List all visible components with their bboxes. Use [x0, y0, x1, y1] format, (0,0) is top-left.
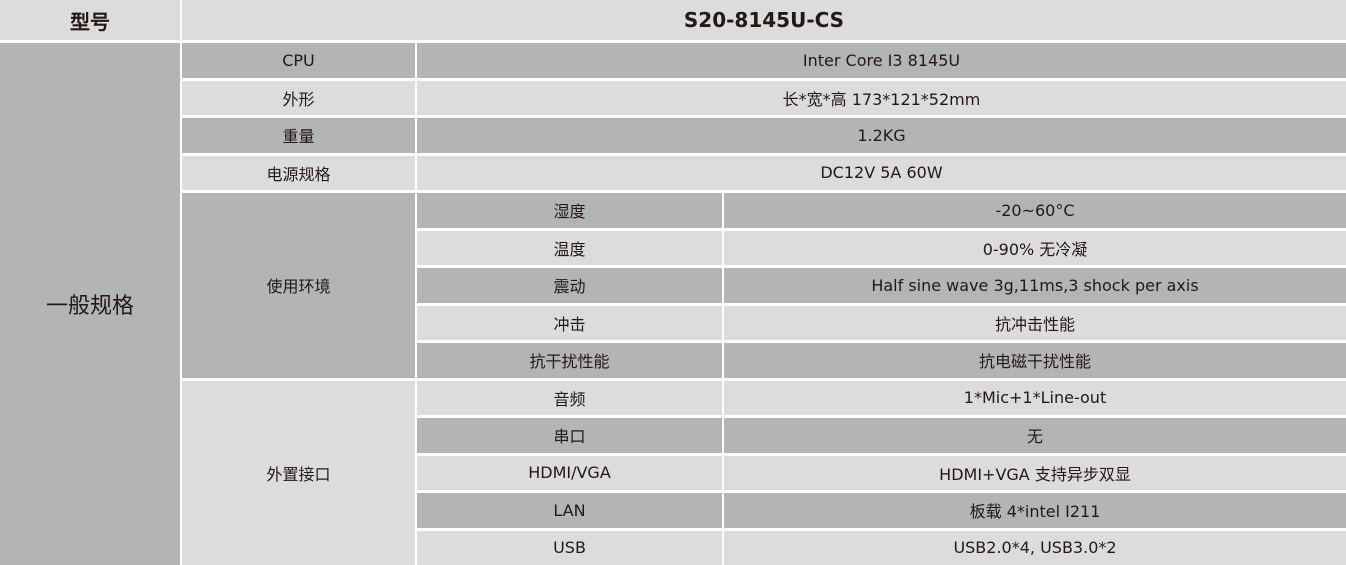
row-value-weight: 1.2KG	[417, 118, 1346, 153]
io-label: HDMI/VGA	[417, 455, 722, 490]
env-value: 抗电磁干扰性能	[724, 343, 1346, 378]
env-group-label: 使用环境	[182, 193, 415, 378]
io-label: 音频	[417, 380, 722, 415]
row-label-size: 外形	[182, 80, 415, 115]
row-label-cpu: CPU	[182, 43, 415, 78]
model-value: S20-8145U-CS	[182, 0, 1346, 40]
group-label: 一般规格	[0, 43, 180, 565]
row-label-power: 电源规格	[182, 155, 415, 190]
row-value-size: 长*宽*高 173*121*52mm	[417, 80, 1346, 115]
io-value: USB2.0*4, USB3.0*2	[724, 530, 1346, 565]
row-label-weight: 重量	[182, 118, 415, 153]
row-value-power: DC12V 5A 60W	[417, 155, 1346, 190]
io-label: 串口	[417, 418, 722, 453]
env-label: 震动	[417, 268, 722, 303]
env-value: -20~60°C	[724, 193, 1346, 228]
io-label: USB	[417, 530, 722, 565]
model-label: 型号	[0, 0, 180, 40]
io-value: 板载 4*intel I211	[724, 493, 1346, 528]
io-value: 无	[724, 418, 1346, 453]
row-value-cpu: Inter Core I3 8145U	[417, 43, 1346, 78]
env-value: 0-90% 无冷凝	[724, 230, 1346, 265]
io-value: HDMI+VGA 支持异步双显	[724, 455, 1346, 490]
env-value: 抗冲击性能	[724, 305, 1346, 340]
env-label: 冲击	[417, 305, 722, 340]
env-label: 湿度	[417, 193, 722, 228]
env-label: 温度	[417, 230, 722, 265]
io-value: 1*Mic+1*Line-out	[724, 380, 1346, 415]
env-label: 抗干扰性能	[417, 343, 722, 378]
io-label: LAN	[417, 493, 722, 528]
io-group-label: 外置接口	[182, 380, 415, 565]
env-value: Half sine wave 3g,11ms,3 shock per axis	[724, 268, 1346, 303]
